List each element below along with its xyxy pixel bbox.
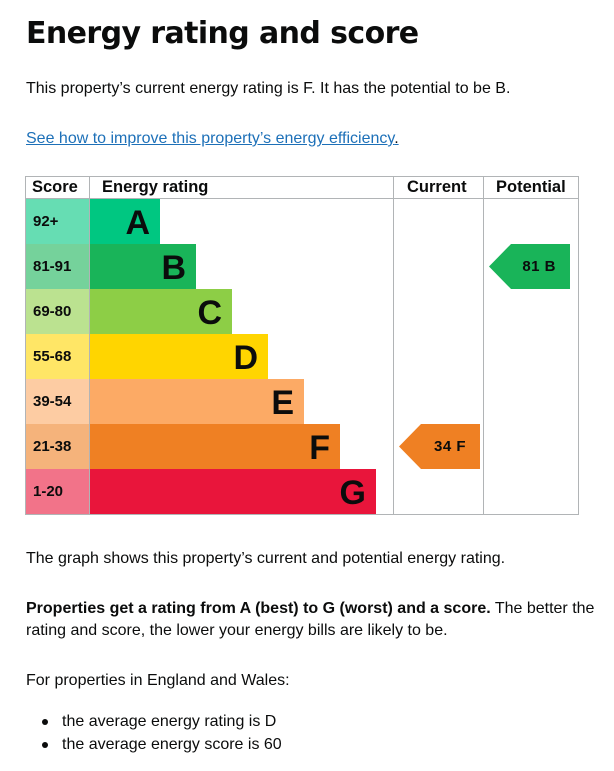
bullet-icon — [42, 719, 48, 725]
current-rating-summary: This property’s current energy rating is… — [26, 80, 511, 97]
average-list: the average energy rating is D the avera… — [42, 710, 282, 756]
band-bar-f: F — [90, 424, 340, 469]
energy-rating-chart: Score Energy rating Current Potential 92… — [25, 176, 579, 515]
band-row-f: 21-38 F — [25, 424, 579, 469]
band-letter-c: C — [197, 294, 222, 332]
list-item: the average energy rating is D — [42, 710, 282, 733]
score-range-e: 39-54 — [26, 379, 89, 424]
score-range-b: 81-91 — [26, 244, 89, 289]
list-item: the average energy score is 60 — [42, 733, 282, 756]
improve-efficiency-link[interactable]: See how to improve this property’s energ… — [26, 128, 399, 150]
current-rating-arrow-shape — [399, 424, 480, 469]
average-rating-text: the average energy rating is D — [62, 713, 277, 730]
band-letter-b: B — [161, 249, 186, 287]
band-bar-a: A — [90, 199, 160, 244]
potential-rating-arrow-polygon — [489, 244, 570, 289]
band-bar-e: E — [90, 379, 304, 424]
rating-explanation-bold: Properties get a rating from A (best) to… — [26, 600, 491, 617]
band-letter-d: D — [233, 339, 258, 377]
bullet-icon — [42, 742, 48, 748]
band-row-c: 69-80 C — [25, 289, 579, 334]
potential-column-header: Potential — [496, 178, 566, 196]
band-letter-a: A — [125, 204, 150, 242]
potential-rating-arrow: 81 B — [489, 244, 570, 289]
score-range-a: 92+ — [26, 199, 89, 244]
score-range-d: 55-68 — [26, 334, 89, 379]
potential-rating-arrow-shape — [489, 244, 570, 289]
current-rating-arrow-label: 34 F — [433, 438, 466, 455]
average-score-text: the average energy score is 60 — [62, 736, 282, 753]
improve-efficiency-link-text[interactable]: See how to improve this property’s energ… — [26, 130, 395, 147]
energy-rating-column-header: Energy rating — [102, 178, 209, 196]
band-row-g: 1-20 G — [25, 469, 579, 514]
score-range-g: 1-20 — [26, 469, 89, 514]
region-note: For properties in England and Wales: — [26, 672, 290, 689]
rating-explanation-rest: The better the rating and score, the low… — [26, 600, 595, 639]
score-column-divider — [89, 176, 90, 515]
score-column-header: Score — [32, 178, 78, 196]
band-row-a: 92+ A — [25, 199, 579, 244]
band-row-d: 55-68 D — [25, 334, 579, 379]
potential-column-divider — [483, 176, 484, 515]
graph-description: The graph shows this property’s current … — [26, 550, 506, 567]
band-letter-e: E — [271, 384, 294, 422]
current-column-divider — [393, 176, 394, 515]
score-range-f: 21-38 — [26, 424, 89, 469]
rating-explanation: Properties get a rating from A (best) to… — [26, 598, 596, 642]
link-full-stop: . — [394, 130, 399, 147]
page-title: Energy rating and score — [26, 16, 419, 51]
potential-rating-arrow-label: 81 B — [522, 258, 556, 275]
band-bar-d: D — [90, 334, 268, 379]
score-range-c: 69-80 — [26, 289, 89, 334]
current-column-header: Current — [407, 178, 467, 196]
band-bar-b: B — [90, 244, 196, 289]
chart-frame — [25, 176, 579, 515]
band-row-b: 81-91 B — [25, 244, 579, 289]
band-row-e: 39-54 E — [25, 379, 579, 424]
band-bar-g: G — [90, 469, 376, 514]
band-letter-g: G — [339, 474, 366, 512]
band-letter-f: F — [309, 429, 330, 467]
band-bar-c: C — [90, 289, 232, 334]
current-rating-arrow-polygon — [399, 424, 480, 469]
current-rating-arrow: 34 F — [399, 424, 480, 469]
header-divider — [25, 198, 579, 199]
